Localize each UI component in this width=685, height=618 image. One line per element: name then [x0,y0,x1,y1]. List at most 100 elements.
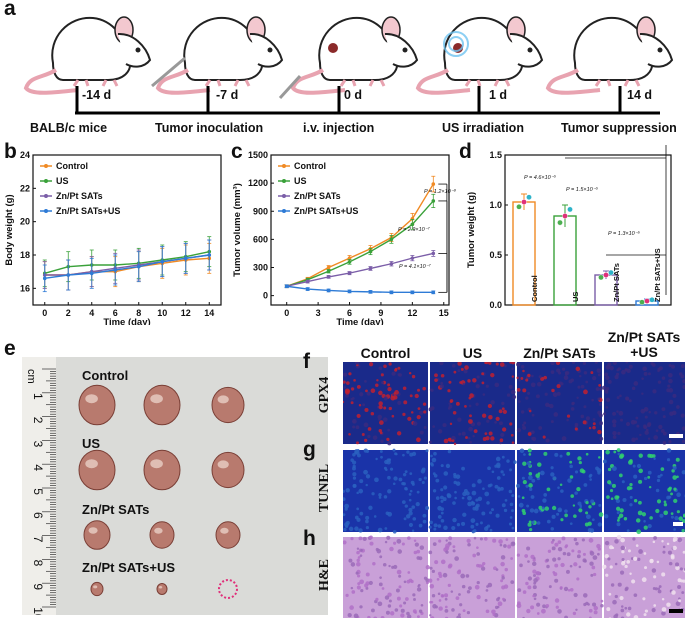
panel-label-b: b [4,140,17,163]
cell-dot [550,370,555,374]
cell-dot [491,609,496,615]
cell-dot [455,401,460,406]
cell-dot [502,427,507,432]
series-line-0 [286,183,434,287]
cell-dot [569,564,573,568]
cell-dot [677,537,683,543]
cell-dot [494,484,499,489]
cell-dot [486,524,491,528]
cell-dot [597,522,602,527]
cell-dot [432,489,437,493]
cell-dot [614,594,618,599]
cell-dot [629,503,633,507]
cell-dot [607,480,612,485]
cell-dot [550,527,554,531]
cell-dot [384,459,389,465]
cell-dot [454,490,457,494]
cell-dot [588,538,594,543]
cell-dot [387,592,392,597]
mouse-eye [135,47,141,53]
cell-dot [465,436,468,439]
cell-dot [357,582,361,586]
cell-dot [367,427,372,431]
cell-dot [620,537,625,543]
cell-dot [378,582,383,587]
cell-dot [498,539,503,544]
legend-marker [282,194,286,198]
cell-dot [495,568,499,571]
cell-dot [483,537,488,541]
cell-dot [442,497,447,502]
cell-dot [377,527,383,533]
histology-image [516,362,604,444]
cell-dot [643,613,647,617]
cell-dot [623,517,628,521]
cell-dot [469,393,474,398]
cell-dot [585,511,589,515]
cell-dot [510,389,516,395]
cell-dot [453,370,457,374]
cell-dot [356,413,361,419]
cell-dot [428,550,433,555]
cell-dot [457,569,461,573]
cell-dot [633,474,638,479]
cell-dot [407,416,412,421]
legend-marker [44,209,48,213]
mouse-icon [151,16,284,95]
cell-dot [443,485,448,490]
cell-dot [375,597,379,601]
cell-dot [528,520,532,524]
y-tick-label: 0 [263,291,268,301]
cell-dot [508,522,513,526]
mouse-head [384,32,419,68]
cell-dot [365,519,369,524]
cell-dot [658,585,662,588]
cell-dot [343,372,348,377]
cell-dot [494,382,500,388]
cell-dot [625,362,629,364]
cell-dot [468,586,472,591]
cell-dot [644,430,649,435]
cell-dot [598,384,602,387]
scale-bar [669,434,683,438]
cell-dot [509,422,513,426]
data-point [326,288,331,293]
mouse-tail [155,68,211,95]
cell-dot [368,505,373,511]
cell-dot [646,423,651,428]
cell-dot [633,615,639,618]
cell-dot [510,541,516,547]
cell-dot [583,559,587,563]
tumor-sample [78,384,116,426]
panel-label-e: e [4,337,16,360]
cell-dot [440,464,444,468]
tumor-highlight [85,394,98,404]
cell-dot [458,432,462,436]
cell-dot [393,476,398,481]
cell-dot [570,494,574,498]
cell-dot [511,494,515,498]
cell-dot [501,401,505,406]
cell-dot [503,508,508,513]
cell-dot [662,415,666,419]
cell-dot [444,608,449,613]
ruler-number: 4 [31,464,45,471]
cell-dot [343,540,347,545]
cell-dot [622,498,627,503]
cell-dot [603,412,607,416]
cell-dot [467,379,471,383]
cell-dot [525,378,529,382]
cell-dot [448,536,453,541]
cell-dot [561,536,566,541]
mouse-icon [545,16,674,95]
cell-dot [522,388,527,393]
cell-dot [667,550,672,555]
cell-dot [511,362,516,365]
cell-dot [343,497,346,502]
cell-dot [429,566,433,570]
cell-dot [489,528,493,532]
data-dot [644,298,650,304]
cell-dot [394,452,398,456]
category-label: Zn/Pt SATs [612,263,621,302]
cell-dot [662,431,667,436]
